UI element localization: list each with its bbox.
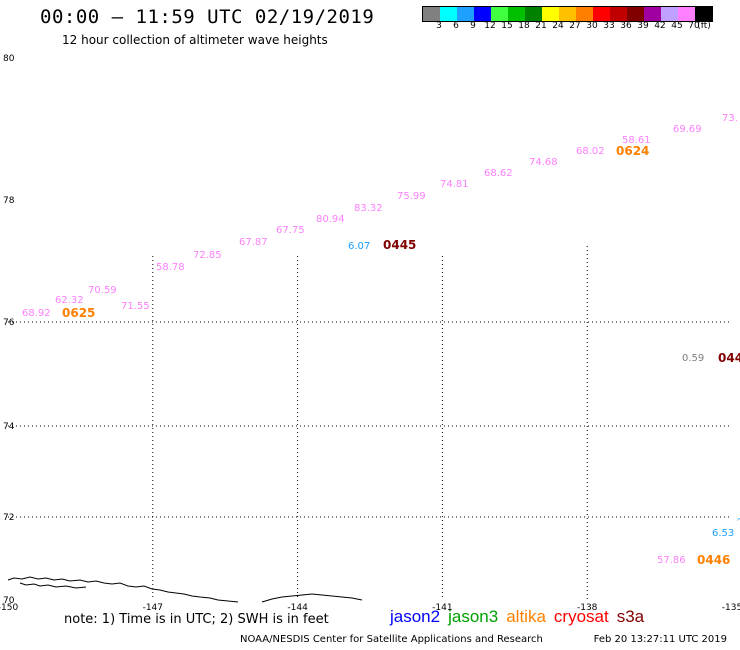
color-legend [422, 6, 713, 22]
satellite-label: altika [506, 607, 546, 626]
legend-label: 27 [569, 21, 581, 31]
swh-value: 62.32 [55, 295, 84, 306]
legend-label: 6 [453, 21, 459, 31]
y-tick-label: 72 [3, 513, 14, 523]
legend-label: 70 [688, 21, 700, 31]
swh-value: 67.87 [239, 237, 268, 248]
coastline-segment [19, 582, 87, 589]
y-tick-label: 80 [3, 54, 15, 64]
grid-lines [8, 246, 732, 600]
swh-value: 0.59 [682, 353, 704, 364]
x-tick-label: -141 [432, 603, 452, 613]
x-tick-label: -147 [143, 603, 163, 613]
swh-value: 80.94 [316, 214, 345, 225]
x-tick-label: -144 [287, 603, 308, 613]
legend-label: 45 [671, 21, 683, 31]
swh-value: 68.92 [22, 308, 51, 319]
legend-swatch [474, 7, 491, 21]
page-subtitle: 12 hour collection of altimeter wave hei… [62, 33, 328, 47]
legend-swatch [559, 7, 576, 21]
footer-org: NOAA/NESDIS Center for Satellite Applica… [240, 634, 543, 645]
swh-value: 58.78 [156, 262, 185, 273]
legend-label: 36 [620, 21, 632, 31]
time-label: 0446 [697, 553, 730, 567]
legend-swatch [576, 7, 593, 21]
footer-timestamp: Feb 20 13:27:11 UTC 2019 [593, 634, 727, 645]
legend-label: 15 [501, 21, 513, 31]
legend-label: 9 [470, 21, 476, 31]
legend-swatch [644, 7, 661, 21]
legend-swatch [457, 7, 474, 21]
coastline [7, 576, 363, 603]
note-text: note: 1) Time is in UTC; 2) SWH is in fe… [64, 612, 329, 627]
legend-swatch [508, 7, 525, 21]
y-tick-label: 70 [3, 596, 15, 606]
swh-value: 74.81 [440, 179, 469, 190]
coastline-segment [261, 593, 363, 603]
legend-label: 3 [436, 21, 442, 31]
legend-swatch [491, 7, 508, 21]
footer: NOAA/NESDIS Center for Satellite Applica… [240, 634, 735, 645]
legend-label: 18 [518, 21, 530, 31]
swh-value: 74.68 [529, 157, 558, 168]
axis-labels: 80 78 76 74 72 70-150 -147 -144 -141 -138 -135 [0, 54, 740, 613]
legend-label: 42 [654, 21, 666, 31]
swh-value: 68.02 [576, 146, 605, 157]
swh-value: 83.32 [354, 203, 383, 214]
swh-value: 73. [722, 113, 738, 124]
coastline-segment [7, 576, 239, 603]
y-tick-label: 74 [3, 422, 15, 432]
swh-value: 67.75 [276, 225, 305, 236]
swh-value: 57.86 [657, 555, 686, 566]
y-tick-label: 78 [3, 196, 15, 206]
satellite-label: jason3 [448, 607, 499, 626]
swh-value: 58.61 [622, 135, 651, 146]
x-tick-label: -138 [577, 603, 598, 613]
legend-swatch [627, 7, 644, 21]
legend-swatch [542, 7, 559, 21]
legend-label: 24 [552, 21, 564, 31]
legend-swatch [610, 7, 627, 21]
legend-swatch [661, 7, 678, 21]
satellite-label: cryosat [553, 607, 609, 626]
swh-value: 69.69 [673, 124, 702, 135]
swh-value: 6.07 [348, 241, 370, 252]
legend-label: 33 [603, 21, 615, 31]
swh-value: 68.62 [484, 168, 513, 179]
satellite-label: s3a [616, 607, 645, 626]
time-label: 0445 [383, 238, 416, 252]
legend-swatch [593, 7, 610, 21]
swh-value: 6.53 [712, 528, 734, 539]
satellite-label: jason2 [390, 607, 441, 626]
page-title: 00:00 – 11:59 UTC 02/19/2019 [40, 6, 375, 28]
legend-label: 21 [535, 21, 547, 31]
legend-swatch [440, 7, 457, 21]
legend-label: 39 [637, 21, 649, 31]
legend-label: (ft) [697, 21, 711, 31]
time-labels: 0625 0624 0445 044 0446 [62, 144, 740, 567]
swh-value: 75.99 [397, 191, 426, 202]
swh-value: 70.59 [88, 285, 117, 296]
swh-value: 72.85 [193, 250, 222, 261]
legend-label: 30 [586, 21, 598, 31]
legend-swatch [678, 7, 695, 21]
y-tick-label: 76 [3, 318, 15, 328]
legend-swatch [695, 7, 712, 21]
legend-swatch [525, 7, 542, 21]
track-marker: ^ [736, 517, 740, 526]
legend-label: 12 [484, 21, 496, 31]
swh-values: 68.92 62.32 70.59 71.55 58.78 72.85 67.87 67.75… [22, 113, 738, 566]
satellite-legend: jason2 jason3 altika cryosat s3a [390, 607, 652, 627]
time-label: 044 [718, 351, 740, 365]
x-tick-label: -135 [722, 603, 740, 613]
swh-value: 71.55 [121, 301, 150, 312]
legend-swatch [423, 7, 440, 21]
x-tick-label: -150 [0, 603, 18, 613]
time-label: 0625 [62, 306, 95, 320]
time-label: 0624 [616, 144, 649, 158]
